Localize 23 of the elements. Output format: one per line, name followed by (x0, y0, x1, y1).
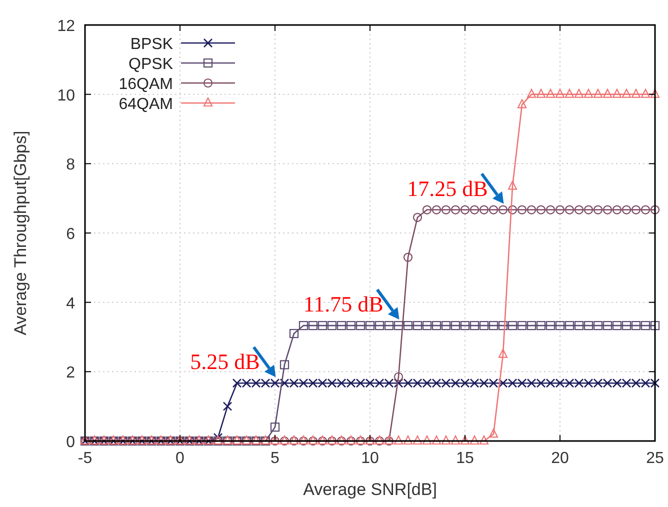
legend-label: 16QAM (118, 76, 173, 93)
y-tick-label: 12 (57, 18, 76, 35)
y-tick-label: 6 (66, 226, 76, 243)
x-tick-label: 15 (456, 450, 474, 467)
annotation: 5.25 dB (190, 349, 260, 374)
y-tick-label: 8 (66, 156, 76, 174)
y-tick-label: 4 (66, 295, 76, 312)
y-axis-title: Average Throughput[Gbps] (11, 130, 30, 336)
annotation: 11.75 dB (303, 292, 384, 317)
x-tick-label: 0 (176, 450, 185, 467)
x-tick-label: -5 (78, 450, 92, 467)
annotation: 17.25 dB (407, 176, 488, 201)
x-tick-label: 20 (551, 450, 569, 467)
x-tick-label: 5 (270, 450, 280, 467)
x-tick-label: 25 (646, 450, 664, 467)
legend-label: QPSK (128, 56, 174, 73)
legend-label: 64QAM (118, 96, 173, 113)
y-tick-label: 2 (66, 364, 76, 382)
legend-label: BPSK (130, 36, 174, 53)
x-tick-label: 10 (361, 450, 379, 467)
y-tick-label: 10 (57, 87, 76, 104)
x-axis-title: Average SNR[dB] (303, 480, 437, 499)
y-tick-label: 0 (66, 434, 76, 451)
